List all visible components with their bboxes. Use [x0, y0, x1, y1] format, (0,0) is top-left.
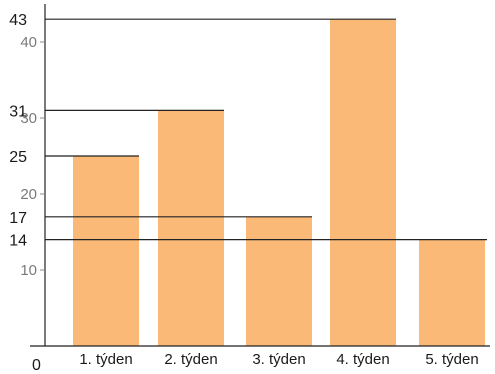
reference-lines-group [45, 18, 487, 241]
y-minor-tick-label-40: 40 [20, 34, 37, 51]
x-label-3: 3. týden [252, 351, 305, 368]
bar-4 [330, 19, 396, 346]
x-label-4: 4. týden [336, 351, 389, 368]
y-major-tick-label-31: 31 [9, 103, 27, 120]
bar-2 [158, 110, 224, 347]
y-minor-tick-label-30: 30 [20, 110, 37, 127]
bar-1 [73, 156, 139, 346]
bar-5 [419, 239, 485, 346]
bars-group [73, 19, 485, 347]
y-major-tick-label-17: 17 [9, 210, 27, 227]
y-minor-tick-label-20: 20 [20, 186, 37, 203]
bar-3 [246, 216, 312, 346]
y-major-tick-label-25: 25 [9, 149, 27, 166]
y-ticks-group: 10 20 30 40 14 17 25 31 43 [9, 12, 45, 279]
y-zero-label: 0 [32, 357, 41, 374]
y-minor-tick-label-10: 10 [20, 262, 37, 279]
x-label-2: 2. týden [164, 351, 217, 368]
x-label-1: 1. týden [79, 351, 132, 368]
y-major-tick-label-14: 14 [9, 233, 27, 250]
x-labels-group: 1. týden 2. týden 3. týden 4. týden 5. týden [79, 351, 478, 368]
y-major-tick-label-43: 43 [9, 12, 27, 29]
x-label-5: 5. týden [425, 351, 478, 368]
